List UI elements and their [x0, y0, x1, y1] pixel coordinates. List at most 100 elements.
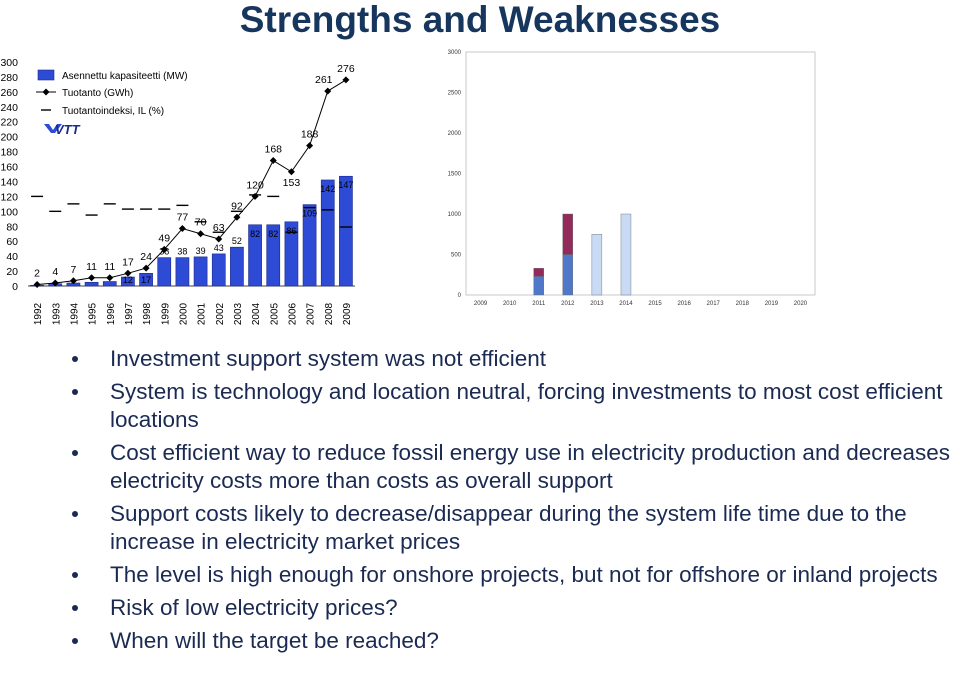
bullet-item: Support costs likely to decrease/disappe…	[72, 500, 960, 556]
bar-data-label: 38	[177, 247, 187, 257]
bullet-item: The level is high enough for onshore pro…	[72, 561, 960, 589]
x-tick-label: 2013	[590, 301, 604, 307]
x-tick-label: 2005	[269, 302, 280, 325]
production-data-label: 49	[158, 232, 170, 244]
finnish-wind-chart: 0 20 40 60 80 100 120 140 160 180 200 220 240 260 280 3…	[0, 57, 355, 325]
legend-swatch-bar	[37, 69, 55, 81]
bar-data-label: 147	[338, 180, 353, 190]
production-data-label: 188	[301, 129, 319, 141]
production-data-label: 276	[337, 63, 355, 75]
x-tick-label: 2014	[619, 301, 633, 307]
bullet-text: Risk of low electricity prices?	[110, 595, 398, 620]
x-tick-label: 2001	[197, 302, 208, 325]
x-tick-label: 2019	[765, 301, 779, 307]
bar	[175, 257, 190, 287]
production-data-label: 70	[195, 217, 207, 229]
y-tick-label: 40	[6, 251, 18, 263]
production-data-label: 4	[52, 266, 58, 278]
feed-in-capacity-chart: 0 500 1000 1500 2000 2500 3000 2009 2010 2011 2012…	[448, 50, 816, 307]
bar-data-label: 82	[250, 229, 260, 239]
bar	[157, 257, 172, 287]
bullet-item: Investment support system was not effici…	[72, 345, 960, 373]
production-data-label: 17	[122, 256, 134, 268]
x-tick-label: 2015	[648, 301, 662, 307]
bullet-item: System is technology and location neutra…	[72, 378, 960, 434]
y-tick-label: 120	[0, 191, 18, 203]
y-tick-label: 80	[6, 221, 18, 233]
y-tick-label: 60	[6, 236, 18, 248]
bar-segment	[562, 213, 573, 255]
bullet-text: Investment support system was not effici…	[110, 346, 547, 371]
bullet-text: Cost efficient way to reduce fossil ener…	[110, 440, 951, 493]
y-tick-label: 220	[0, 117, 18, 129]
x-tick-label: 2000	[178, 302, 189, 325]
vtt-logo-text: VTT	[55, 122, 81, 137]
bar-segment	[620, 213, 632, 296]
bullet-item: When will the target be reached?	[72, 627, 960, 655]
legend-marker-diamond	[42, 88, 50, 96]
x-tick-label: 1995	[88, 302, 99, 325]
production-point	[33, 281, 41, 289]
bar-data-label: 12	[123, 275, 133, 285]
bullet-icon	[72, 511, 78, 517]
y-tick-label: 1500	[448, 172, 462, 178]
legend-label: Asennettu kapasiteetti (MW)	[62, 71, 188, 82]
plot-frame	[465, 51, 816, 296]
y-tick-label: 0	[458, 293, 462, 299]
bar	[284, 221, 299, 287]
y-tick-label: 500	[451, 253, 462, 259]
x-tick-label: 1993	[51, 302, 62, 325]
bar	[248, 224, 262, 287]
bullet-icon	[72, 389, 78, 395]
production-data-label: 77	[177, 212, 189, 224]
y-tick-label: 280	[0, 72, 18, 84]
x-tick-label: 2004	[251, 302, 262, 325]
bar	[139, 273, 153, 287]
bar-data-label: 39	[196, 246, 206, 256]
x-tick-label: 2007	[306, 302, 317, 325]
production-data-label: 11	[104, 261, 115, 273]
bar	[84, 281, 99, 287]
y-tick-label: 160	[0, 162, 18, 174]
y-tick-label: 2500	[448, 91, 462, 97]
x-tick-label: 2006	[287, 302, 298, 325]
bar-segment	[591, 234, 603, 296]
x-tick-label: 1998	[142, 302, 153, 325]
bullet-text: System is technology and location neutra…	[110, 379, 943, 432]
y-tick-label: 180	[0, 147, 18, 159]
production-data-label: 63	[213, 222, 225, 234]
y-tick-label: 2000	[448, 131, 462, 137]
production-point	[124, 269, 132, 277]
bullet-icon	[72, 572, 78, 578]
production-data-label: 168	[264, 144, 282, 156]
x-tick-label: 2017	[707, 301, 721, 307]
bar	[102, 281, 117, 287]
bar	[230, 246, 244, 287]
bar-segment	[562, 254, 573, 296]
y-tick-label: 0	[12, 281, 18, 293]
production-point	[69, 277, 77, 285]
production-data-label: 120	[246, 179, 264, 191]
x-tick-label: 1994	[69, 302, 80, 325]
production-point	[178, 225, 186, 233]
bar	[193, 256, 208, 287]
production-point	[142, 264, 150, 272]
bar-segment	[533, 276, 544, 296]
y-tick-label: 240	[0, 102, 18, 114]
legend-label: Tuotanto (GWh)	[62, 88, 133, 99]
bar	[302, 204, 317, 287]
production-data-label: 11	[86, 261, 97, 273]
x-tick-label: 2010	[503, 301, 517, 307]
production-point	[51, 279, 59, 287]
bar-data-label: 82	[268, 229, 278, 239]
x-tick-label: 2018	[736, 301, 750, 307]
production-data-label: 153	[283, 177, 301, 189]
y-tick-label: 140	[0, 176, 18, 188]
production-point	[269, 157, 277, 165]
y-tick-label: 300	[0, 57, 18, 69]
x-tick-label: 2003	[233, 302, 244, 325]
production-point	[88, 274, 96, 282]
bar-data-label: 86	[286, 226, 296, 236]
bar-segment	[533, 268, 544, 277]
x-tick-label: 2016	[677, 301, 691, 307]
